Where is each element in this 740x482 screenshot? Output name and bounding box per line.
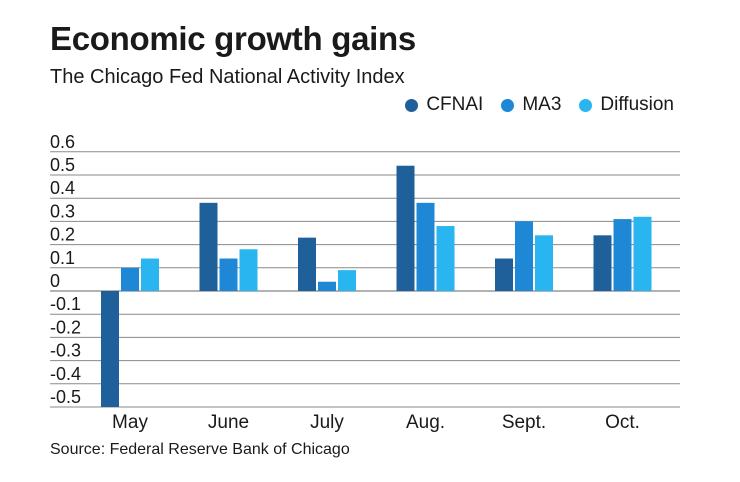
y-tick-label: 0.2	[50, 225, 75, 245]
bar-cfnai-sept	[495, 258, 513, 291]
y-tick-label: -0.5	[50, 387, 81, 407]
y-tick-label: 0.4	[50, 178, 75, 198]
bar-diffusion-oct	[633, 216, 652, 291]
x-tick-label: May	[112, 412, 148, 433]
bar-ma3-sept	[515, 221, 533, 291]
legend-label-ma3: MA3	[522, 94, 562, 115]
source-note: Source: Federal Reserve Bank of Chicago	[50, 441, 350, 458]
x-tick-label: Oct.	[605, 412, 640, 433]
x-tick-label: June	[208, 412, 249, 433]
bar-ma3-oct	[613, 219, 632, 291]
y-tick-label: 0.5	[50, 155, 75, 175]
y-tick-label: 0.6	[50, 132, 75, 152]
chart-title: Economic growth gains	[50, 20, 416, 57]
y-tick-label: 0.3	[50, 201, 75, 221]
y-tick-label: 0.1	[50, 248, 75, 268]
y-tick-label: -0.2	[50, 317, 81, 337]
legend-swatch-cfnai	[405, 98, 419, 112]
legend-item-cfnai: CFNAI	[405, 94, 483, 116]
bar-ma3-may	[121, 267, 139, 291]
legend-label-cfnai: CFNAI	[426, 94, 484, 115]
bar-diffusion-july	[338, 270, 356, 291]
bar-cfnai-may	[101, 291, 119, 407]
bar-ma3-june	[219, 258, 238, 291]
legend-swatch-ma3	[501, 98, 515, 112]
bar-diffusion-may	[141, 258, 159, 291]
legend: CFNAI MA3 Diffusion	[405, 94, 674, 116]
y-tick-label: 0	[50, 271, 60, 291]
bar-ma3-july	[318, 281, 336, 291]
bar-cfnai-june	[199, 202, 218, 291]
bar-diffusion-aug	[436, 226, 455, 291]
y-tick-label: -0.4	[50, 364, 81, 384]
legend-item-ma3: MA3	[501, 94, 561, 116]
bar-cfnai-oct	[593, 235, 612, 291]
bar-diffusion-sept	[535, 235, 553, 291]
x-tick-label: Sept.	[502, 412, 546, 433]
chart-subtitle: The Chicago Fed National Activity Index	[50, 66, 405, 88]
y-tick-label: -0.1	[50, 294, 81, 314]
legend-item-diffusion: Diffusion	[579, 94, 674, 116]
legend-label-diffusion: Diffusion	[600, 94, 674, 115]
bar-diffusion-june	[239, 249, 258, 291]
legend-swatch-diffusion	[579, 98, 593, 112]
y-tick-label: -0.3	[50, 341, 81, 361]
x-tick-label: July	[310, 412, 344, 433]
bar-ma3-aug	[416, 202, 435, 291]
x-tick-label: Aug.	[406, 412, 445, 433]
bar-cfnai-july	[298, 237, 316, 291]
bar-cfnai-aug	[396, 165, 415, 291]
